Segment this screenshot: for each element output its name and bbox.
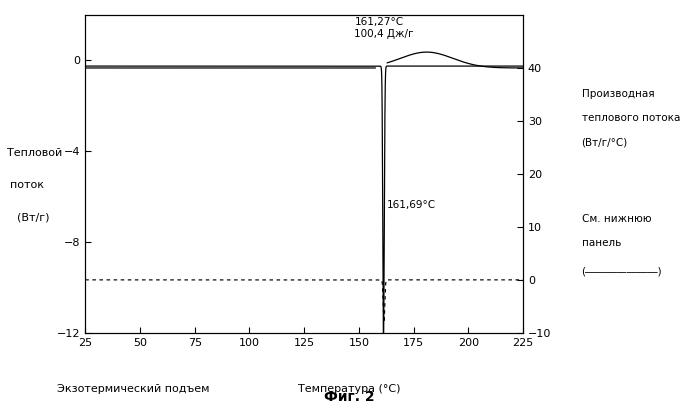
Text: 161,69°C: 161,69°C	[387, 200, 436, 210]
Text: Температура (°C): Температура (°C)	[298, 384, 401, 394]
Text: Фиг. 2: Фиг. 2	[324, 390, 375, 403]
Text: теплового потока: теплового потока	[582, 113, 680, 123]
Text: панель: панель	[582, 238, 621, 248]
Text: См. нижнюю: См. нижнюю	[582, 214, 651, 224]
Text: Тепловой: Тепловой	[7, 148, 62, 158]
Text: Производная: Производная	[582, 89, 654, 99]
Text: (―――――――): (―――――――)	[582, 266, 662, 276]
Text: 100,4 Дж/г: 100,4 Дж/г	[354, 29, 414, 39]
Text: (Вт/г/°С): (Вт/г/°С)	[582, 137, 628, 147]
Text: Экзотермический подъем: Экзотермический подъем	[57, 384, 209, 394]
Text: 161,27°C: 161,27°C	[354, 17, 403, 27]
Text: (Вт/г): (Вт/г)	[17, 213, 50, 222]
Text: поток: поток	[10, 181, 45, 190]
